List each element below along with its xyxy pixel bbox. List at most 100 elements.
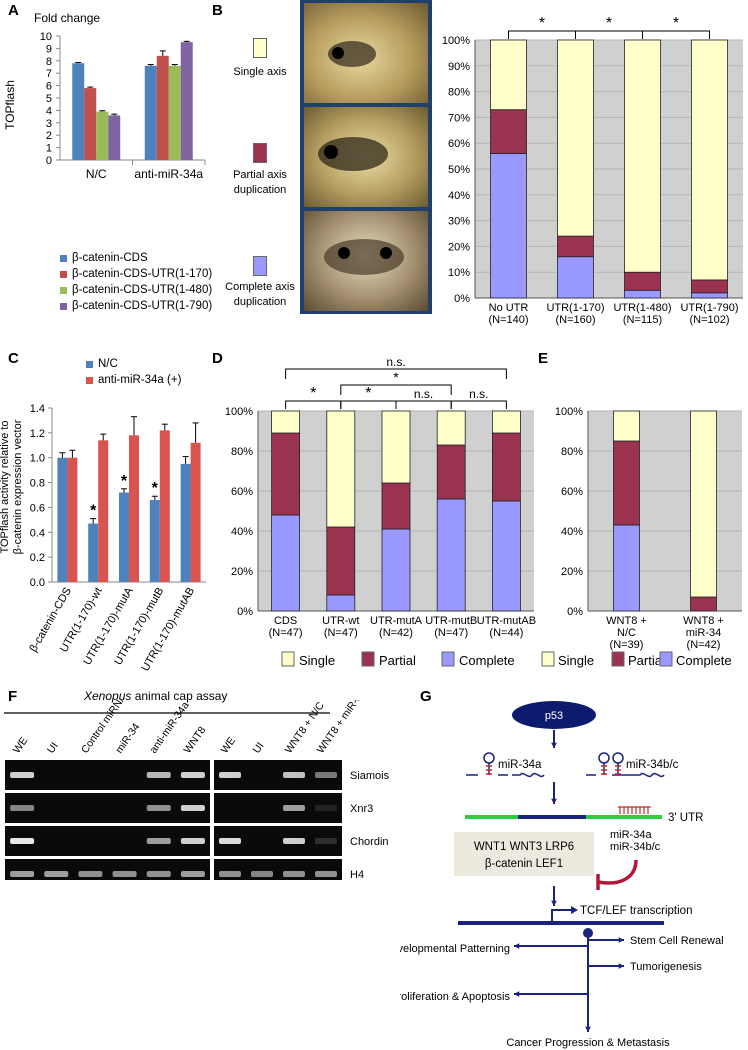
bar-segment [271,514,300,612]
y-tick-label: 50% [448,164,470,176]
y-tick-label: 0% [454,293,470,305]
bar [144,65,157,160]
x-tick-label: UTR-mutAB (N=44) [477,615,536,639]
gel-band [10,772,35,778]
y-tick-label: 9 [46,43,52,55]
x-tick-label: UTR-wt (N=47) [322,615,359,639]
significance-label: * [310,385,316,402]
legend-b-complete-label: Complete axis duplication [225,281,295,308]
panel-label-g: G [420,688,432,705]
x-tick-label: WNT8 + miR-34 (N=42) [683,615,724,651]
legend-b-partial-label: Partial axis duplication [233,169,287,196]
y-tick-label: 70% [448,112,470,124]
bar [180,463,191,582]
legend-b-single-label: Single axis [233,66,287,78]
plot-background [588,411,742,611]
y-tick-label: 7 [46,68,52,80]
panel-label-c: C [8,350,19,367]
lane-label: UI [251,740,267,755]
y-tick-label: 0% [567,606,583,618]
outcome-cancer-progression: Cancer Progression & Metastasis [506,1037,670,1049]
arrowhead [551,798,557,804]
significance-bracket [285,400,342,409]
significance-bracket [508,30,576,39]
lane-label: WE [11,735,31,756]
x-tick-label: N/C [86,167,107,181]
gel-band [180,838,205,844]
lane-label: UI [45,740,61,755]
bar [57,457,68,582]
gel-band [283,772,305,778]
bar-segment [624,271,661,291]
gel-band [112,871,137,877]
significance-label: n.s. [469,387,488,401]
bar [72,63,85,160]
legend-swatch [86,360,93,368]
mir34a-gene [466,772,545,778]
legend-a-item-2: β-catenin-CDS-UTR(1-170) [60,268,212,280]
gel-band [219,871,241,877]
outcome-proliferation-apoptosis: Proliferation & Apoptosis [400,991,510,1003]
mirna-targets-label: miR-34a miR-34b/c [610,829,661,853]
significance-label: n.s. [386,355,405,369]
gel-row-right [214,793,342,823]
bar-segment [381,482,411,530]
gel-band [180,871,205,877]
lane-label: miR-34 [113,721,142,756]
bar-segment [491,410,521,434]
gene-label: Xnr3 [350,803,373,815]
bar-segment [381,528,411,612]
y-tick-label: 0.4 [30,527,45,539]
bar-segment [613,524,640,612]
legend-label: β-catenin-CDS-UTR(1-790) [72,300,213,312]
bar-segment [271,432,300,516]
y-tick-label: 60% [561,486,583,498]
mir34a-label: miR-34a [498,759,542,771]
gel-row-left [5,859,210,880]
gel-band [315,772,337,778]
gel-band [146,871,171,877]
bar-segment [491,432,521,502]
embryo-photo-partial [304,107,428,207]
y-tick-label: 0.2 [30,552,45,564]
y-tick-label: 0.6 [30,502,45,514]
legend-label: N/C [98,358,118,370]
gel-band [251,871,273,877]
gel-band [219,838,241,844]
arrowhead [551,900,557,906]
gel-band [180,805,205,811]
bar [88,523,99,582]
gel-band [283,871,305,877]
x-tick-label: UTR(1-480) (N=115) [613,302,671,326]
bar-segment [490,109,527,154]
x-tick-label: UTR-mutB (N=47) [425,615,477,639]
y-tick-label: 0% [237,606,253,618]
mir34bc-gene [586,772,665,778]
bar [180,42,193,161]
panel-label-a: A [8,2,19,19]
bar-segment [691,279,728,294]
legend-a-item-4: β-catenin-CDS-UTR(1-790) [60,300,212,312]
y-tick-label: 1 [46,143,52,155]
significance-label: * [539,15,545,32]
bar-segment [557,256,594,299]
chart-a-unit: Fold change [34,11,100,25]
significance-label: * [121,473,128,490]
outcome-developmental-patterning: Developmental Patterning [400,943,510,955]
gel-band [146,805,171,811]
x-tick-label: UTR(1-170) (N=160) [546,302,604,326]
significance-label: * [365,385,371,402]
chart-b: 0% 10% 20% 30% 40% 50% 60% 70% 80% 90% 100% No UTR(… [442,15,743,326]
bar [84,88,97,160]
chart-e: 0% 20% 40% 60% 80% 100% WNT8 + N/C (N=39) WNT8 + m… [541,406,742,668]
y-tick-label: 3 [46,118,52,130]
hairpin-loop [598,752,610,764]
bar-segment [490,39,527,111]
significance-label: n.s. [414,387,433,401]
bar-segment [381,410,411,484]
y-tick-label: 0.0 [30,577,45,589]
bar [96,111,109,160]
legend-swatch [60,254,67,262]
y-tick-label: 10 [40,31,52,43]
